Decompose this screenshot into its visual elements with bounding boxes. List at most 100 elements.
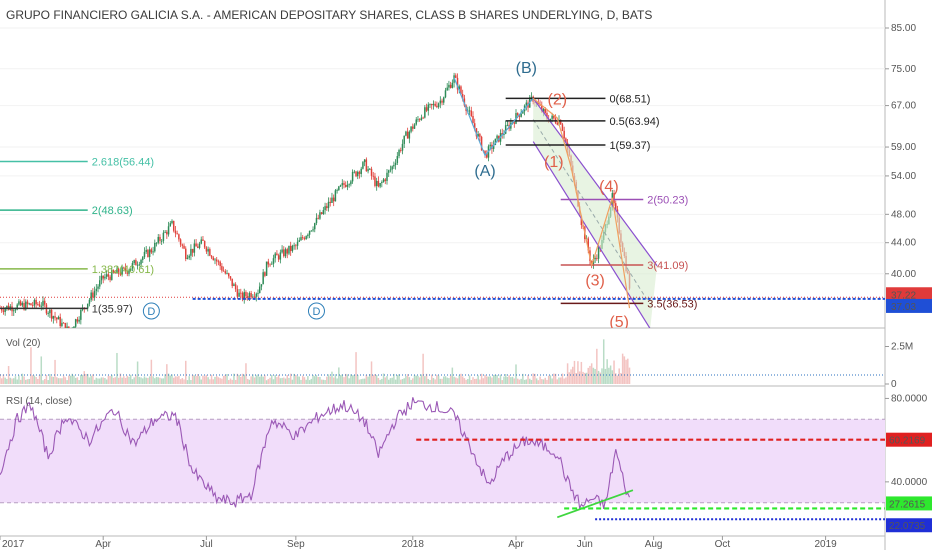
volume-bar: [460, 373, 462, 384]
volume-bar: [363, 378, 366, 384]
volume-bar: [429, 379, 431, 384]
volume-bar: [69, 375, 72, 384]
candle-body: [429, 103, 431, 105]
candle-body: [305, 236, 307, 240]
volume-bar: [7, 366, 10, 384]
volume-bar: [446, 377, 448, 384]
candle-body: [86, 303, 89, 309]
candle-body: [129, 268, 132, 271]
volume-bar: [31, 375, 34, 384]
candle-body: [172, 220, 175, 231]
volume-bar: [222, 375, 225, 384]
candle-body: [68, 326, 70, 328]
volume-bar: [310, 378, 313, 384]
candle-body: [375, 180, 378, 186]
volume-bar: [620, 373, 622, 384]
candle-body: [351, 172, 354, 182]
candle-body: [90, 292, 92, 300]
volume-bar: [283, 377, 285, 384]
volume-bar: [565, 377, 567, 384]
candle-body: [142, 257, 144, 260]
candle-body: [504, 125, 507, 134]
volume-bar: [487, 376, 490, 384]
candle-body: [350, 181, 352, 185]
volume-bar: [246, 378, 249, 384]
volume-bar: [289, 373, 292, 384]
volume-bar: [286, 375, 288, 384]
candle-body: [157, 236, 159, 243]
rsi-level-label: 22.0735: [889, 521, 926, 532]
candle-body: [484, 150, 486, 154]
volume-bar: [142, 378, 144, 384]
candle-body: [295, 245, 297, 247]
candle-body: [200, 239, 202, 244]
volume-bar: [219, 378, 221, 384]
volume-bar: [499, 374, 502, 384]
candle-body: [193, 243, 196, 253]
candle-body: [119, 273, 122, 275]
volume-bar: [117, 377, 120, 384]
candle-body: [307, 234, 309, 237]
volume-bar: [554, 373, 557, 384]
volume-bar: [494, 374, 497, 384]
volume-bar: [613, 360, 615, 384]
candle-body: [169, 223, 172, 227]
volume-bar: [346, 374, 349, 384]
candle-body: [449, 84, 452, 88]
candle-body: [95, 288, 98, 292]
wave-12345-line: [532, 97, 631, 309]
volume-bar: [377, 377, 380, 384]
candle-body: [231, 278, 233, 286]
volume-bar: [351, 375, 354, 384]
volume-bar: [281, 377, 283, 384]
volume-bar: [568, 372, 571, 384]
candle-body: [202, 239, 204, 241]
volume-bar: [386, 376, 388, 384]
volume-bar: [160, 378, 163, 384]
candle-body: [260, 284, 263, 287]
volume-bar: [272, 379, 275, 384]
candle-body: [233, 284, 235, 286]
volume-bar: [116, 352, 118, 384]
volume-bar: [43, 379, 46, 384]
volume-bar: [0, 378, 3, 384]
volume-bar: [424, 376, 426, 384]
candle-body: [210, 255, 213, 258]
wave-label: (B): [516, 60, 537, 77]
volume-bar: [618, 368, 620, 384]
candle-body: [241, 292, 244, 300]
candle-body: [33, 299, 36, 306]
volume-bar: [370, 361, 373, 384]
candle-body: [314, 223, 316, 230]
candle-body: [363, 159, 366, 163]
candle-body: [124, 267, 127, 272]
volume-bar: [157, 377, 159, 384]
candle-body: [14, 309, 17, 311]
volume-bar: [112, 377, 115, 384]
candle-body: [401, 143, 404, 151]
candle-body: [66, 326, 68, 328]
candle-body: [291, 245, 294, 252]
candle-body: [190, 248, 192, 256]
volume-bar: [597, 370, 600, 384]
candle-body: [496, 135, 498, 139]
volume-bar: [382, 373, 385, 384]
price-tick-label: 54.00: [891, 171, 916, 182]
candle-body: [35, 299, 37, 305]
volume-bar: [191, 374, 194, 384]
candle-body: [436, 105, 438, 108]
time-axis: 2017 Apr Jul Sep 2018 Apr Jun Aug Oct 2019: [0, 536, 837, 550]
volume-bar: [400, 379, 402, 384]
volume-bar: [155, 376, 158, 384]
volume-bar: [198, 376, 201, 384]
candle-body: [332, 197, 335, 202]
volume-bar: [592, 367, 595, 384]
volume-bar: [480, 373, 483, 384]
wave-label: (4): [599, 178, 619, 195]
volume-bar: [334, 374, 337, 384]
candle-body: [104, 276, 106, 279]
rsi-tick-label: 80.0000: [891, 393, 928, 404]
candle-body: [303, 238, 306, 240]
volume-bar: [535, 378, 538, 384]
volume-bar: [527, 375, 529, 384]
